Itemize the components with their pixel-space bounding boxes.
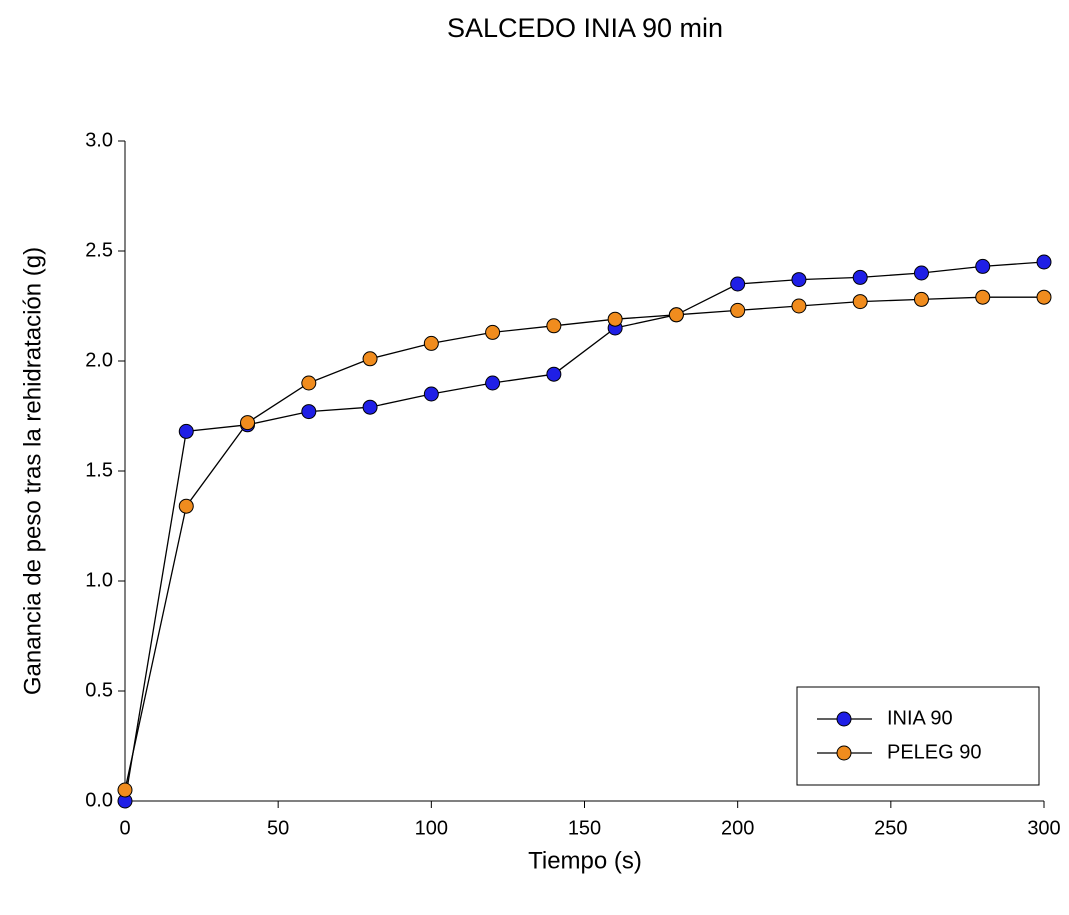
data-point: [607, 311, 623, 327]
data-point: [117, 782, 133, 798]
series-line: [124, 261, 1045, 802]
y-tick-label: 0.5: [85, 679, 113, 701]
data-point: [362, 399, 378, 415]
x-axis-label: Tiempo (s): [528, 847, 642, 874]
legend-label: INIA 90: [887, 707, 953, 729]
legend-box: [796, 686, 1040, 786]
legend-marker: [836, 745, 852, 761]
data-point: [975, 289, 991, 305]
y-axis-label: Ganancia de peso tras la rehidratación (…: [19, 247, 46, 695]
data-point: [852, 294, 868, 310]
data-point: [791, 272, 807, 288]
data-point: [301, 375, 317, 391]
x-tick-label: 300: [1027, 817, 1060, 839]
data-point: [423, 335, 439, 351]
data-point: [668, 307, 684, 323]
x-tick-label: 150: [568, 817, 601, 839]
y-tick-label: 0.0: [85, 789, 113, 811]
data-point: [913, 291, 929, 307]
x-tick-label: 200: [721, 817, 754, 839]
data-point: [178, 498, 194, 514]
data-point: [913, 265, 929, 281]
data-point: [546, 366, 562, 382]
data-point: [730, 302, 746, 318]
y-tick-label: 1.5: [85, 459, 113, 481]
data-point: [852, 269, 868, 285]
data-point: [178, 423, 194, 439]
data-point: [240, 415, 256, 431]
y-tick-label: 1.0: [85, 569, 113, 591]
data-point: [485, 375, 501, 391]
x-tick-label: 50: [267, 817, 289, 839]
data-point: [485, 324, 501, 340]
chart-title: SALCEDO INIA 90 min: [447, 13, 723, 43]
legend-marker: [836, 711, 852, 727]
y-tick-label: 2.5: [85, 239, 113, 261]
data-point: [423, 386, 439, 402]
data-point: [1036, 289, 1052, 305]
data-point: [975, 258, 991, 274]
data-point: [301, 404, 317, 420]
data-point: [1036, 254, 1052, 270]
data-point: [362, 351, 378, 367]
legend-label: PELEG 90: [887, 741, 982, 763]
data-point: [546, 318, 562, 334]
data-point: [791, 298, 807, 314]
y-tick-label: 3.0: [85, 129, 113, 151]
series-line: [124, 296, 1044, 791]
data-point: [730, 276, 746, 292]
x-tick-label: 250: [874, 817, 907, 839]
y-tick-label: 2.0: [85, 349, 113, 371]
x-tick-label: 0: [119, 817, 130, 839]
x-tick-label: 100: [415, 817, 448, 839]
